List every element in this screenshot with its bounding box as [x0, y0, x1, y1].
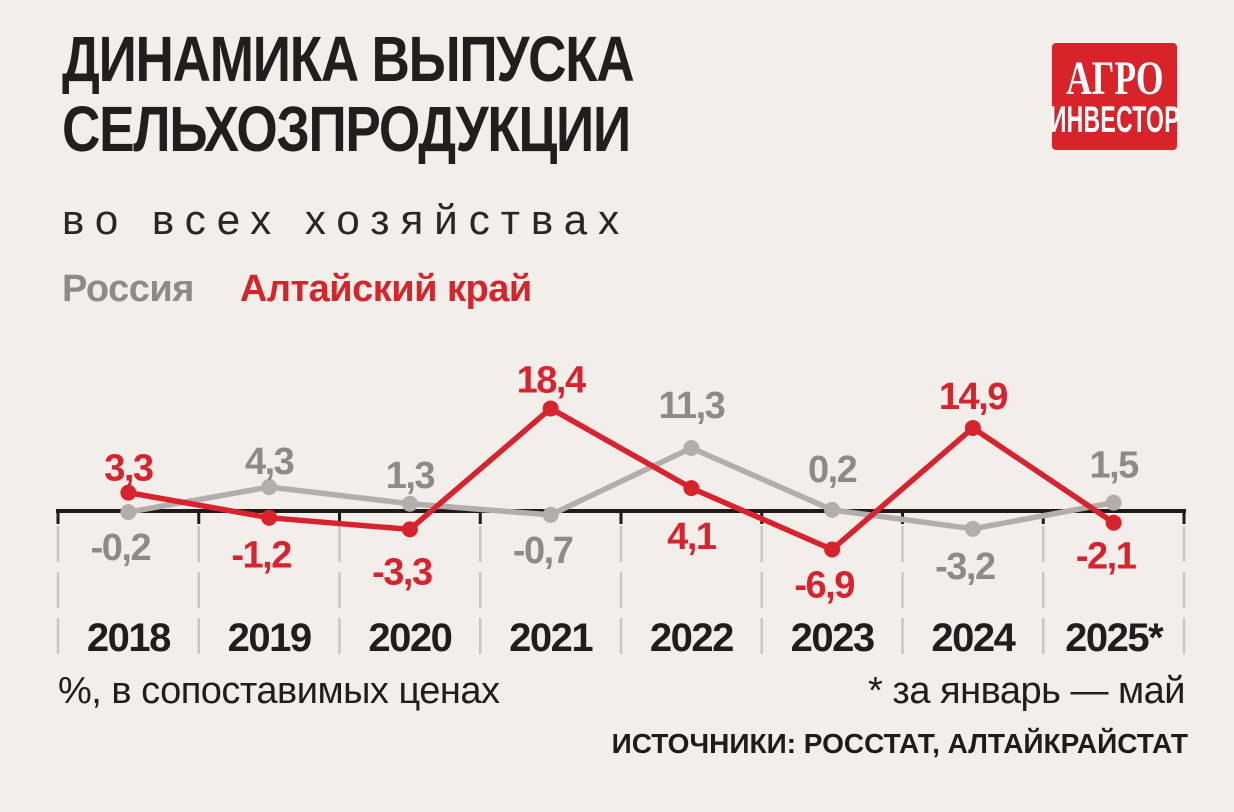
- data-point-1-4: [683, 480, 700, 497]
- title-line-2: СЕЛЬХОЗПРОДУКЦИИ: [62, 93, 631, 165]
- series-line-1: [125, 405, 1117, 553]
- year-label-6: 2024: [931, 616, 1016, 660]
- year-label-2: 2020: [368, 616, 451, 660]
- title-line-1: ДИНАМИКА ВЫПУСКА: [62, 23, 635, 95]
- value-label-0-5: 0,2: [808, 449, 857, 491]
- data-point-0-5: [824, 501, 841, 518]
- value-label-1-5: -6,9: [794, 564, 854, 606]
- value-label-1-3: 18,4: [517, 359, 586, 401]
- logo-line-agro: АГРО: [1065, 51, 1164, 105]
- logo-line-investor: ИНВЕСТОР: [1049, 98, 1180, 140]
- page-subtitle: во всех хозяйствах: [62, 196, 631, 243]
- data-point-1-3: [542, 400, 559, 417]
- year-label-0: 2018: [87, 616, 171, 660]
- data-point-0-3: [542, 506, 559, 523]
- data-point-0-7: [1105, 494, 1122, 511]
- value-label-0-6: -3,2: [935, 546, 995, 588]
- value-label-1-1: -1,2: [231, 535, 291, 577]
- year-label-1: 2019: [228, 616, 311, 660]
- value-label-1-0: 3,3: [104, 448, 153, 490]
- data-point-0-6: [964, 520, 981, 537]
- value-label-0-0: -0,2: [91, 527, 151, 569]
- value-label-1-4: 4,1: [667, 516, 717, 558]
- data-point-0-4: [683, 440, 700, 457]
- unit-note: %, в сопоставимых ценах: [58, 670, 500, 712]
- data-point-1-5: [824, 541, 841, 558]
- value-label-1-2: -3,3: [372, 551, 432, 593]
- data-point-1-6: [964, 419, 981, 436]
- value-label-0-1: 4,3: [245, 441, 294, 483]
- series-line-0: [125, 445, 1117, 532]
- legend-item-russia: Россия: [62, 268, 194, 310]
- year-label-4: 2022: [650, 616, 733, 660]
- legend-item-altai-krai: Алтайский край: [239, 268, 532, 310]
- value-label-0-7: 1,5: [1089, 445, 1139, 487]
- data-point-0-2: [401, 495, 418, 512]
- value-label-0-2: 1,3: [386, 455, 435, 497]
- value-label-0-4: 11,3: [658, 385, 724, 427]
- value-label-1-7: -2,1: [1076, 536, 1137, 578]
- data-point-1-7: [1105, 514, 1122, 531]
- value-label-1-6: 14,9: [939, 376, 1007, 418]
- data-point-1-1: [261, 509, 278, 526]
- value-label-0-3: -0,7: [513, 530, 573, 572]
- data-point-0-0: [120, 504, 137, 521]
- legend: Россия Алтайский край: [62, 268, 532, 311]
- year-label-5: 2023: [791, 616, 874, 660]
- asterisk-note: * за январь — май: [868, 670, 1185, 712]
- page-title: ДИНАМИКА ВЫПУСКА СЕЛЬХОЗПРОДУКЦИИ: [62, 23, 635, 165]
- data-point-0-1: [261, 479, 278, 496]
- data-point-1-0: [120, 484, 137, 501]
- sources-note: ИСТОЧНИКИ: РОССТАТ, АЛТАЙКРАЙСТАТ: [611, 728, 1188, 759]
- agroinvestor-logo: АГРО ИНВЕСТОР: [1049, 43, 1180, 150]
- year-label-7: 2025*: [1065, 616, 1164, 660]
- year-label-3: 2021: [509, 616, 593, 660]
- data-point-1-2: [401, 521, 418, 538]
